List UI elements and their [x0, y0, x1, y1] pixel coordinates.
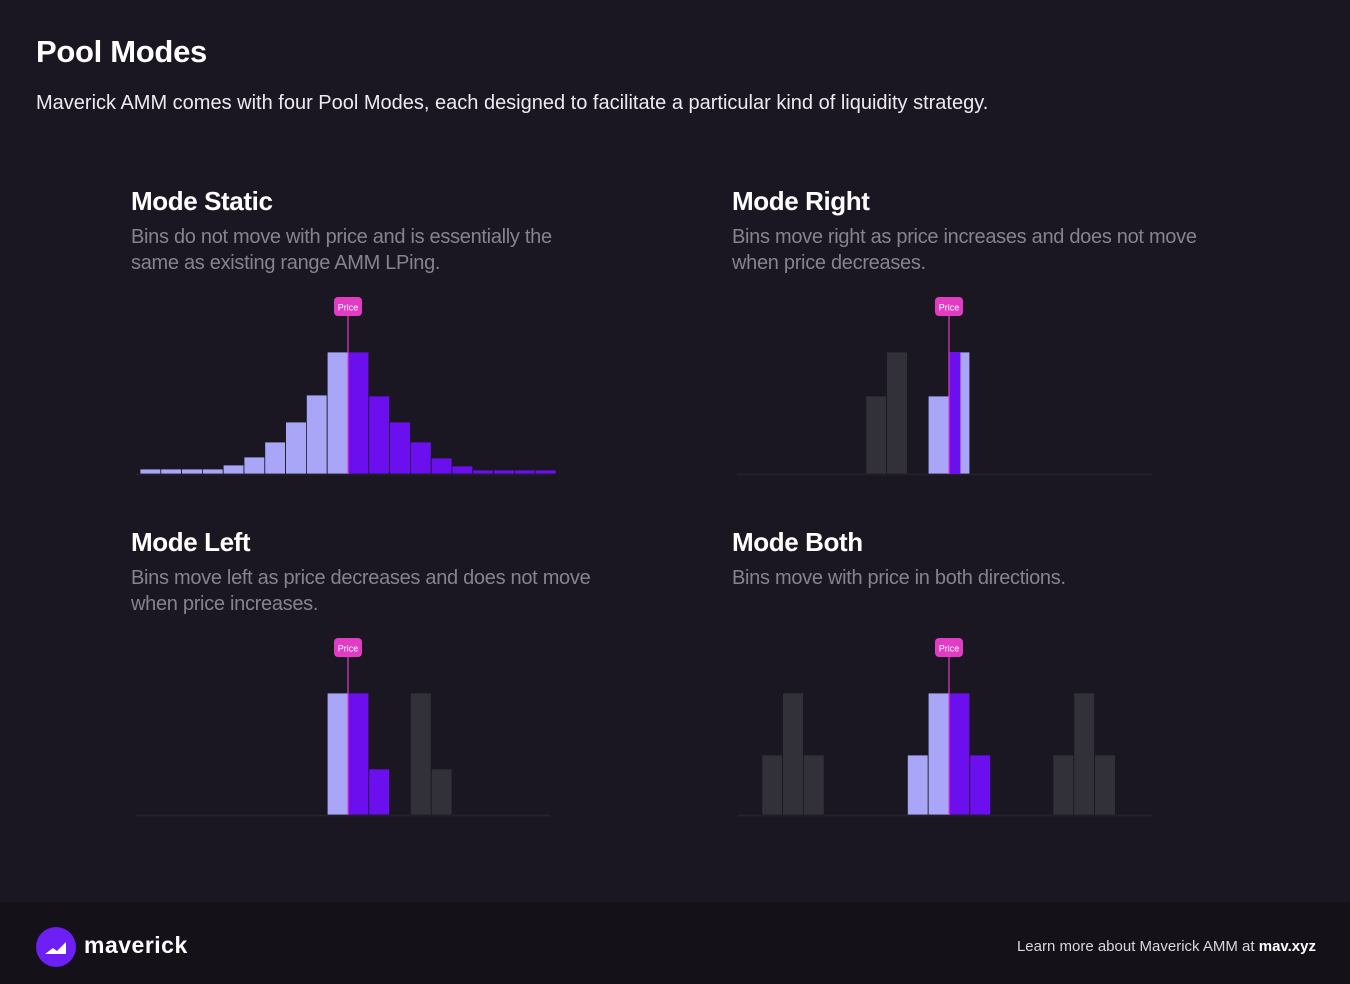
price-tag: Price [935, 297, 963, 316]
liquidity-bin [906, 754, 929, 816]
liquidity-bin [949, 352, 961, 474]
mode-static-panel: Mode Static Bins do not move with price … [131, 186, 611, 486]
liquidity-bin [430, 768, 453, 816]
liquidity-bin [326, 692, 349, 816]
mode-description: Bins do not move with price and is essen… [131, 226, 552, 274]
mode-both-chart: Price [737, 638, 1152, 817]
learn-more-prefix: Learn more about Maverick AMM at [1016, 938, 1255, 955]
price-tag-label: Price [939, 644, 960, 654]
liquidity-bin [409, 441, 432, 475]
liquidity-bin [389, 421, 411, 475]
mode-description: Bins move right as price increases and d… [732, 226, 1197, 274]
liquidity-bin [761, 754, 783, 816]
liquidity-bin [347, 692, 370, 816]
liquidity-bin [160, 468, 182, 475]
mode-both-panel: Mode Both Bins move with price in both d… [732, 527, 1212, 827]
learn-more-text: Learn more about Maverick AMM at mav.xyz [1017, 938, 1316, 955]
liquidity-bin [326, 351, 349, 475]
liquidity-bin [368, 395, 391, 475]
mode-right-panel: Mode Right Bins move right as price incr… [732, 186, 1212, 486]
liquidity-bin [493, 469, 515, 475]
liquidity-bin [927, 692, 950, 816]
price-tag-label: Price [338, 303, 359, 313]
liquidity-bin [305, 394, 328, 475]
liquidity-bin [139, 468, 162, 475]
maverick-logo-icon [36, 927, 76, 967]
liquidity-bin [782, 692, 804, 816]
page-title: Pool Modes [36, 34, 207, 69]
liquidity-bin [409, 692, 432, 816]
mav-xyz-link[interactable]: mav.xyz [1258, 938, 1316, 955]
liquidity-bin [347, 351, 370, 475]
liquidity-bin [222, 464, 245, 475]
mode-left-chart: Price [136, 638, 551, 817]
liquidity-bin [948, 692, 971, 816]
liquidity-bin [1073, 692, 1095, 816]
mode-title: Mode Left [131, 527, 251, 557]
mode-description: Bins move with price in both directions. [732, 567, 1066, 589]
mode-title: Mode Right [732, 186, 870, 216]
price-tag-label: Price [338, 644, 359, 654]
liquidity-bin [264, 441, 287, 475]
price-tag: Price [334, 297, 362, 316]
liquidity-bin [513, 469, 536, 475]
liquidity-bin [368, 768, 391, 816]
mode-title: Mode Both [732, 527, 863, 557]
liquidity-bin [202, 468, 224, 475]
mode-description: Bins move left as price decreases and do… [131, 567, 591, 615]
liquidity-bin [927, 395, 950, 475]
price-tag: Price [935, 638, 963, 657]
liquidity-bin [451, 465, 474, 475]
liquidity-bin [1052, 754, 1075, 816]
liquidity-bin [534, 469, 557, 475]
liquidity-bin [1094, 754, 1116, 816]
liquidity-bin [285, 421, 307, 475]
liquidity-bin [181, 468, 203, 475]
liquidity-bin [472, 469, 494, 475]
liquidity-bin [803, 754, 825, 816]
mode-title: Mode Static [131, 186, 273, 216]
mode-left-panel: Mode Left Bins move left as price decrea… [131, 527, 611, 827]
page-subtitle: Maverick AMM comes with four Pool Modes,… [36, 92, 989, 114]
liquidity-bin [865, 395, 888, 475]
liquidity-bin [243, 456, 266, 475]
brand-wordmark: maverick [84, 932, 188, 958]
liquidity-bin [969, 754, 992, 816]
liquidity-bin [430, 457, 453, 475]
mode-static-chart: Price [136, 297, 557, 476]
mode-right-chart: Price [737, 297, 1152, 476]
price-tag-label: Price [939, 303, 960, 313]
liquidity-bin [886, 351, 908, 475]
footer: maverick Learn more about Maverick AMM a… [0, 902, 1350, 984]
price-tag: Price [334, 638, 362, 657]
